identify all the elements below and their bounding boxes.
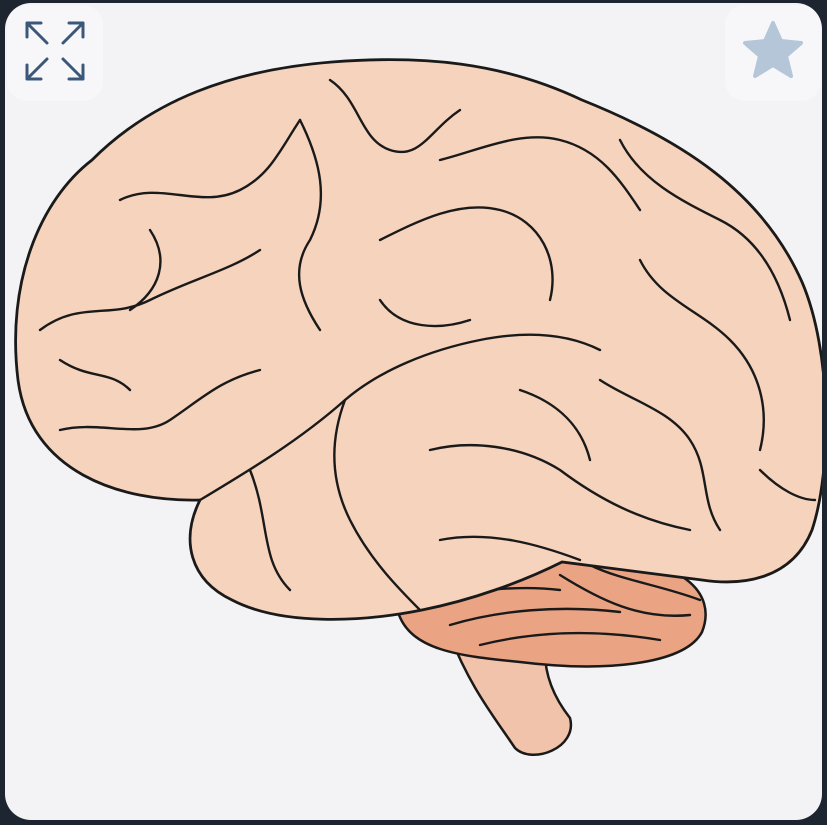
star-icon	[743, 21, 803, 78]
favorite-button[interactable]	[725, 5, 821, 101]
image-card	[5, 3, 822, 820]
expand-button[interactable]	[7, 5, 103, 101]
cerebrum-folds	[38, 78, 817, 612]
expand-icon	[25, 21, 85, 81]
cerebrum	[14, 58, 822, 621]
brain-illustration	[14, 58, 822, 756]
